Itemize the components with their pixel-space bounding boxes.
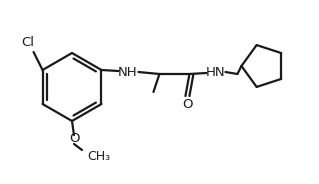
Text: NH: NH xyxy=(118,66,137,79)
Text: O: O xyxy=(182,98,193,111)
Text: CH₃: CH₃ xyxy=(87,151,110,164)
Text: Cl: Cl xyxy=(21,36,34,49)
Text: O: O xyxy=(69,132,79,144)
Text: HN: HN xyxy=(206,66,225,79)
